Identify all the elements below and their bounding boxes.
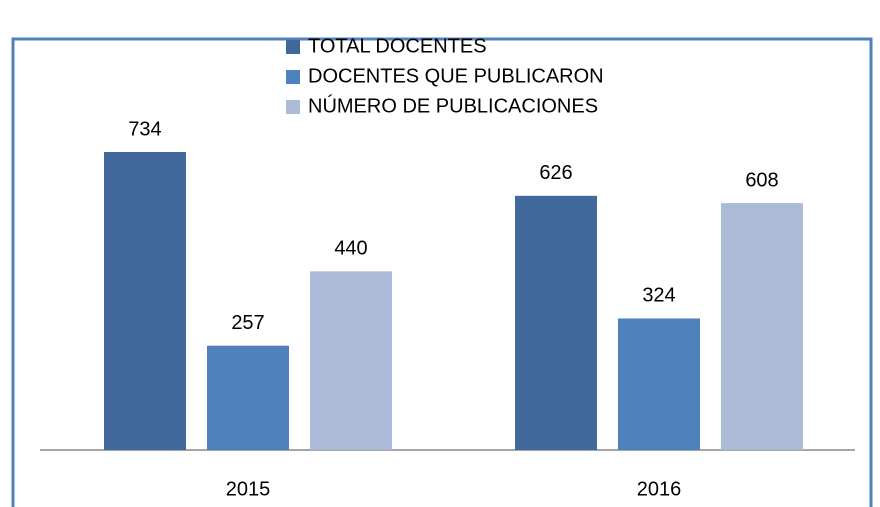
data-label: 257 xyxy=(231,312,264,334)
data-label: 626 xyxy=(539,162,572,184)
bar xyxy=(721,203,803,450)
bar xyxy=(618,318,700,450)
legend-label: DOCENTES QUE PUBLICARON xyxy=(308,65,604,87)
bar xyxy=(207,345,289,450)
bar xyxy=(515,195,597,450)
legend-swatch xyxy=(286,70,300,84)
bar xyxy=(104,152,186,450)
legend-swatch xyxy=(286,40,300,54)
frame xyxy=(11,37,873,507)
data-label: 734 xyxy=(128,118,161,140)
legend-label: TOTAL DOCENTES xyxy=(308,35,487,57)
x-tick-label: 2015 xyxy=(226,478,271,500)
legend-swatch xyxy=(286,100,300,114)
bar xyxy=(310,271,392,450)
data-label: 440 xyxy=(334,238,367,260)
legend-label: NÚMERO DE PUBLICACIONES xyxy=(308,94,598,117)
data-label: 324 xyxy=(642,285,675,307)
data-label: 608 xyxy=(745,169,778,191)
x-tick-label: 2016 xyxy=(637,478,682,500)
